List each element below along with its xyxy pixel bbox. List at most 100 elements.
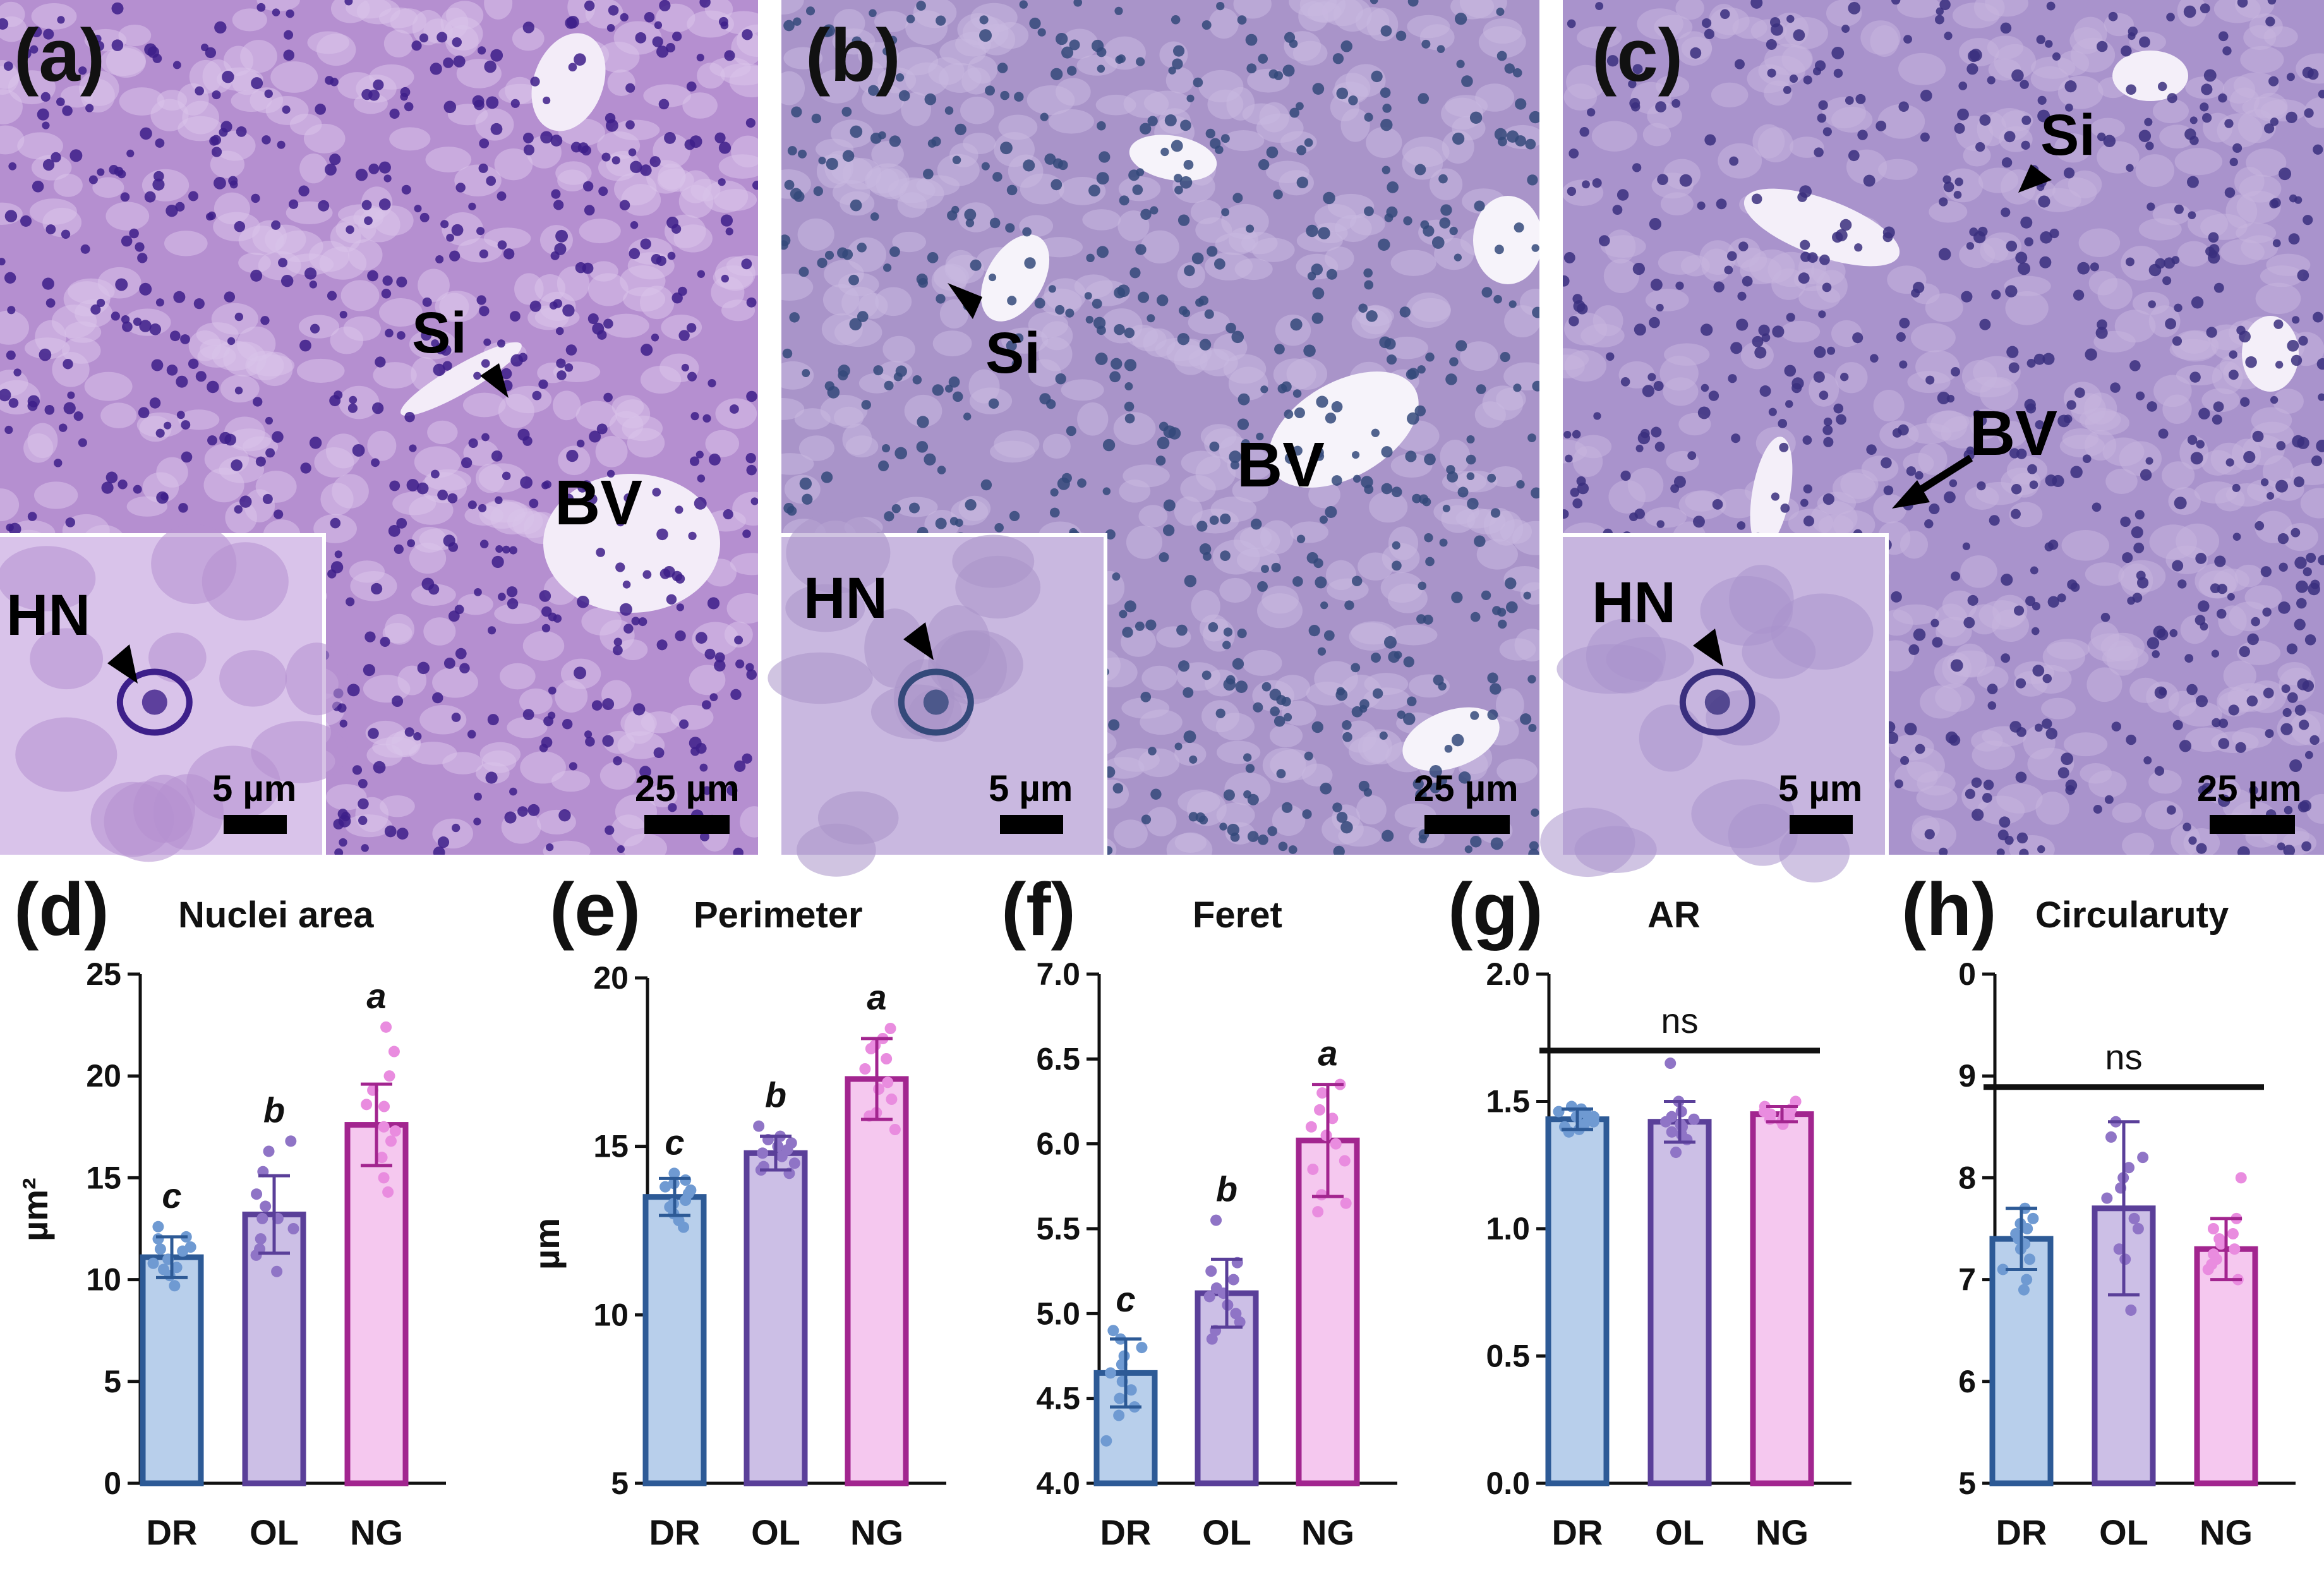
cell-body [340, 280, 380, 311]
hn-arrowhead-b [903, 622, 934, 660]
data-point-dr [2024, 1253, 2036, 1265]
nucleus [63, 359, 73, 370]
nucleus [861, 400, 871, 410]
nucleus [2240, 397, 2250, 407]
nucleus [992, 172, 1002, 182]
y-tick-label: 25 [86, 956, 121, 992]
nucleus [2158, 428, 2169, 439]
nucleus [1445, 373, 1457, 385]
nucleus [675, 630, 686, 642]
nucleus [1304, 751, 1313, 761]
nucleus [101, 481, 114, 494]
nucleus [1157, 437, 1170, 450]
nucleus [1007, 296, 1017, 306]
nucleus [455, 648, 467, 660]
cell-body [1138, 505, 1168, 527]
data-point-ng [1758, 1106, 1770, 1118]
panel-label-f: (f) [1001, 868, 1076, 951]
nucleus [2222, 46, 2232, 56]
nucleus [502, 545, 510, 554]
cell-body [967, 56, 998, 84]
nucleus [435, 255, 444, 264]
significance-letter: b [765, 1075, 786, 1115]
cell-body [223, 45, 254, 76]
nucleus [491, 555, 504, 569]
cell-body [1117, 210, 1150, 241]
panel-label-a: (a) [14, 14, 105, 97]
data-point-ng [1316, 1087, 1328, 1099]
nucleus [347, 403, 358, 413]
nucleus [1097, 64, 1105, 73]
category-label-ng: NG [350, 1512, 403, 1552]
cell-body [2169, 339, 2217, 361]
cell-body [661, 315, 702, 341]
nucleus [346, 597, 355, 606]
nucleus [2047, 596, 2059, 608]
nucleus [265, 448, 275, 458]
nucleus [1140, 208, 1152, 220]
cell-body [316, 33, 356, 66]
nucleus [1971, 777, 1982, 788]
nucleus [529, 300, 541, 312]
nucleus [2121, 45, 2132, 57]
data-point-ng [2227, 1228, 2239, 1240]
nucleus [1944, 32, 1953, 40]
nucleus [1114, 323, 1125, 335]
nucleus [1168, 66, 1176, 75]
nucleus [289, 199, 299, 209]
nucleus [1920, 132, 1930, 142]
data-point-ng [380, 1021, 392, 1033]
cell-body [798, 435, 834, 461]
nucleus [368, 163, 380, 174]
nucleus [1296, 102, 1304, 111]
cell-body [901, 92, 932, 126]
cell-body [2035, 792, 2069, 825]
nucleus [1183, 159, 1194, 170]
cell-body [2114, 310, 2156, 343]
nucleus [889, 246, 900, 257]
y-tick-label: 20 [593, 960, 629, 996]
nucleus [1311, 312, 1323, 324]
cell-body [1660, 192, 1694, 216]
cell-body [1275, 315, 1311, 346]
cell-body [1222, 130, 1265, 151]
cell-body [2237, 641, 2281, 665]
nucleus [704, 648, 716, 660]
category-label-ol: OL [250, 1512, 299, 1552]
nucleus [1563, 251, 1575, 263]
nucleus [510, 311, 521, 322]
nucleus [1936, 7, 1944, 16]
nucleus [1105, 529, 1116, 540]
nucleus [2174, 497, 2187, 510]
nucleus [299, 339, 311, 352]
hn-arrowhead-c [1693, 629, 1723, 666]
cell-body [1061, 379, 1104, 401]
nucleus [44, 405, 55, 415]
nucleus [1091, 39, 1104, 52]
nucleus [2065, 785, 2075, 795]
nucleus [916, 1, 926, 11]
nucleus [598, 186, 608, 196]
nucleus [1199, 339, 1212, 351]
cell-body [2282, 523, 2318, 551]
cell-body [1489, 466, 1522, 488]
nucleus [4, 210, 18, 222]
nucleus [51, 152, 61, 163]
nucleus [2296, 598, 2307, 609]
cell-body [2148, 769, 2182, 794]
nucleus [1439, 538, 1448, 547]
nucleus [1949, 734, 1961, 746]
cell-body [119, 87, 165, 116]
nucleus [234, 312, 244, 322]
nucleus [2191, 296, 2204, 309]
nucleus [1454, 253, 1462, 262]
nucleus [1924, 829, 1935, 840]
nucleus [1595, 2, 1604, 11]
nucleus [1814, 147, 1824, 157]
nucleus [78, 66, 87, 75]
nucleus [207, 380, 219, 394]
nucleus [615, 562, 625, 572]
cell-body [210, 150, 245, 179]
nucleus [2267, 0, 2277, 5]
scale-bar-inset-b [1000, 815, 1063, 834]
